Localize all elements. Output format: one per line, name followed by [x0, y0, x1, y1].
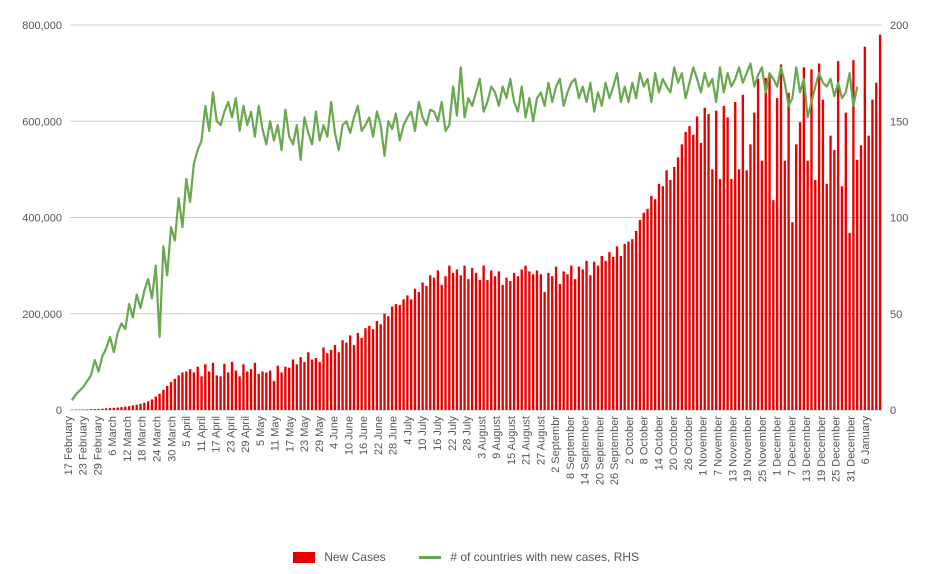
svg-text:14 October: 14 October [653, 416, 665, 471]
svg-text:0: 0 [890, 405, 896, 417]
svg-text:23 April: 23 April [225, 416, 237, 453]
svg-text:200,000: 200,000 [22, 309, 62, 321]
svg-text:17 May: 17 May [284, 416, 296, 453]
svg-text:600,000: 600,000 [22, 116, 62, 128]
svg-text:2 Septembr: 2 Septembr [550, 416, 562, 473]
svg-text:19 December: 19 December [816, 416, 828, 482]
svg-text:29 April: 29 April [240, 416, 252, 453]
svg-text:0: 0 [56, 405, 62, 417]
svg-text:18 March: 18 March [137, 416, 149, 462]
svg-text:16 June: 16 June [358, 416, 370, 455]
svg-text:26 September: 26 September [609, 416, 621, 485]
svg-text:30 March: 30 March [166, 416, 178, 462]
svg-text:26 October: 26 October [683, 416, 695, 471]
svg-text:20 October: 20 October [668, 416, 680, 471]
svg-text:22 July: 22 July [447, 416, 459, 451]
svg-text:12 March: 12 March [122, 416, 134, 462]
svg-text:10 June: 10 June [343, 416, 355, 455]
svg-text:3 August: 3 August [476, 416, 488, 459]
svg-text:9 August: 9 August [491, 416, 503, 459]
svg-text:4 June: 4 June [329, 416, 341, 449]
svg-text:19 November: 19 November [742, 416, 754, 482]
svg-text:17 February: 17 February [63, 416, 75, 476]
svg-text:100: 100 [890, 213, 908, 225]
legend-item-line: # of countries with new cases, RHS [419, 550, 639, 564]
legend-swatch-bar [293, 552, 315, 563]
svg-text:25 December: 25 December [831, 416, 843, 482]
svg-text:25 November: 25 November [757, 416, 769, 482]
svg-text:23 February: 23 February [78, 416, 90, 476]
svg-text:7 November: 7 November [713, 416, 725, 476]
svg-text:28 July: 28 July [462, 416, 474, 451]
svg-text:21 August: 21 August [521, 416, 533, 465]
svg-text:16 July: 16 July [432, 416, 444, 451]
svg-text:6 January: 6 January [860, 416, 872, 465]
svg-text:23 May: 23 May [299, 416, 311, 453]
svg-text:27 August: 27 August [535, 416, 547, 465]
svg-text:8 September: 8 September [565, 416, 577, 479]
legend-swatch-line [419, 556, 441, 559]
chart-container: 0 200,000 400,000 600,000 800,000 0 50 100 150 20… [0, 0, 932, 574]
svg-text:11 May: 11 May [270, 416, 282, 452]
svg-text:200: 200 [890, 20, 908, 32]
svg-text:14 September: 14 September [580, 416, 592, 485]
svg-text:7 December: 7 December [786, 416, 798, 476]
legend-label-line: # of countries with new cases, RHS [450, 550, 639, 564]
svg-text:15 August: 15 August [506, 416, 518, 465]
svg-text:13 November: 13 November [727, 416, 739, 482]
svg-text:22 June: 22 June [373, 416, 385, 455]
svg-text:5 May: 5 May [255, 416, 267, 446]
svg-text:20 September: 20 September [594, 416, 606, 485]
svg-text:5 April: 5 April [181, 416, 193, 447]
legend-item-bars: New Cases [293, 550, 386, 564]
svg-text:11 April: 11 April [196, 416, 208, 452]
svg-text:29 May: 29 May [314, 416, 326, 453]
chart-svg: 0 200,000 400,000 600,000 800,000 0 50 100 150 20… [0, 0, 932, 574]
svg-text:6 March: 6 March [107, 416, 119, 456]
legend: New Cases # of countries with new cases,… [0, 550, 932, 564]
svg-text:10 July: 10 July [417, 416, 429, 451]
svg-text:1 November: 1 November [698, 416, 710, 476]
svg-text:29 February: 29 February [92, 416, 104, 476]
svg-text:31 December: 31 December [845, 416, 857, 482]
svg-text:13 December: 13 December [801, 416, 813, 482]
svg-text:800,000: 800,000 [22, 20, 62, 32]
svg-text:4 July: 4 July [402, 416, 414, 445]
svg-text:50: 50 [890, 309, 902, 321]
svg-text:400,000: 400,000 [22, 213, 62, 225]
svg-text:150: 150 [890, 116, 908, 128]
svg-text:28 June: 28 June [388, 416, 400, 455]
legend-label-bars: New Cases [324, 550, 385, 564]
svg-text:17 April: 17 April [211, 416, 223, 453]
svg-text:24 March: 24 March [151, 416, 163, 462]
svg-text:8 October: 8 October [639, 416, 651, 465]
svg-text:2 October: 2 October [624, 416, 636, 465]
svg-text:1 December: 1 December [772, 416, 784, 476]
